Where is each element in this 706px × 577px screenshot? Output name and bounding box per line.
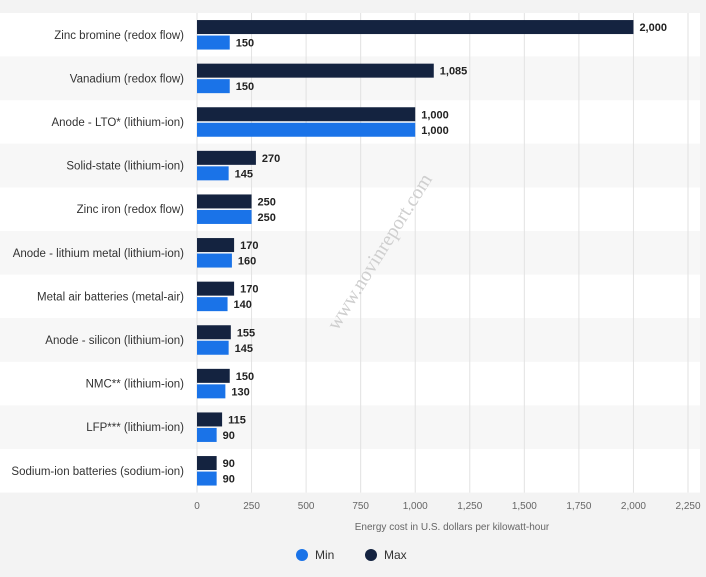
category-label-lfp-lithium-ion: LFP*** (lithium-ion) xyxy=(86,422,184,434)
bar-max-zinc-bromine-redox-flow xyxy=(197,20,634,35)
data-label-min-lfp-lithium-ion: 90 xyxy=(223,430,235,442)
x-axis-title: Energy cost in U.S. dollars per kilowatt… xyxy=(355,522,550,533)
row-band xyxy=(0,405,700,449)
x-tick-label: 1,250 xyxy=(457,501,482,512)
bar-min-vanadium-redox-flow xyxy=(197,79,230,94)
bar-max-solid-state-lithium-ion xyxy=(197,150,256,165)
legend-label-min: Min xyxy=(315,548,334,562)
bar-max-anode-silicon-lithium-ion xyxy=(197,325,231,340)
category-label-zinc-bromine-redox-flow: Zinc bromine (redox flow) xyxy=(54,30,184,42)
row-bands xyxy=(0,13,700,493)
data-label-min-zinc-bromine-redox-flow: 150 xyxy=(236,38,254,50)
bar-min-metal-air-batteries-metal-air xyxy=(197,297,228,312)
data-label-min-zinc-iron-redox-flow: 250 xyxy=(258,212,276,224)
category-label-metal-air-batteries-metal-air: Metal air batteries (metal-air) xyxy=(37,291,184,303)
row-band xyxy=(0,231,700,275)
category-label-zinc-iron-redox-flow: Zinc iron (redox flow) xyxy=(77,204,185,216)
row-band xyxy=(0,449,700,493)
x-tick-label: 250 xyxy=(243,501,260,512)
bar-min-nmc-lithium-ion xyxy=(197,384,226,399)
data-label-max-lfp-lithium-ion: 115 xyxy=(228,414,246,426)
category-label-anode-lto-lithium-ion: Anode - LTO* (lithium-ion) xyxy=(51,117,184,129)
category-label-solid-state-lithium-ion: Solid-state (lithium-ion) xyxy=(66,161,184,173)
x-tick-label: 2,250 xyxy=(675,501,700,512)
category-labels: Zinc bromine (redox flow) Vanadium (redox… xyxy=(11,30,184,478)
data-label-max-solid-state-lithium-ion: 270 xyxy=(262,153,280,165)
row-band xyxy=(0,143,700,188)
data-label-min-anode-lto-lithium-ion: 1,000 xyxy=(421,125,449,137)
x-tick-label: 0 xyxy=(194,501,200,512)
row-band xyxy=(0,361,700,406)
data-label-max-vanadium-redox-flow: 1,085 xyxy=(440,66,468,78)
bar-max-sodium-ion-batteries-sodium-ion xyxy=(197,456,217,471)
data-label-max-metal-air-batteries-metal-air: 170 xyxy=(240,284,258,296)
data-label-min-sodium-ion-batteries-sodium-ion: 90 xyxy=(223,474,235,486)
gridlines xyxy=(196,13,689,493)
bar-min-anode-silicon-lithium-ion xyxy=(197,340,229,355)
legend-marker-max xyxy=(365,549,377,561)
category-label-anode-silicon-lithium-ion: Anode - silicon (lithium-ion) xyxy=(45,335,184,347)
bar-max-metal-air-batteries-metal-air xyxy=(197,281,235,296)
data-label-max-sodium-ion-batteries-sodium-ion: 90 xyxy=(223,458,235,470)
bar-max-anode-lto-lithium-ion xyxy=(197,107,416,122)
bar-min-anode-lto-lithium-ion xyxy=(197,122,416,137)
legend-marker-min xyxy=(296,549,308,561)
x-tick-labels: 0 250 500 750 1,000 1,250 1,500 1,750 2,000 2,250 xyxy=(194,501,701,512)
x-tick-label: 2,000 xyxy=(621,501,646,512)
x-tick-label: 1,000 xyxy=(403,501,428,512)
data-label-min-anode-silicon-lithium-ion: 145 xyxy=(235,343,253,355)
bar-max-zinc-iron-redox-flow xyxy=(197,194,252,209)
bar-min-solid-state-lithium-ion xyxy=(197,166,229,181)
x-tick-label: 750 xyxy=(352,501,369,512)
data-label-min-nmc-lithium-ion: 130 xyxy=(231,386,249,398)
bar-min-zinc-bromine-redox-flow xyxy=(197,35,230,50)
legend-label-max: Max xyxy=(384,548,407,562)
category-label-sodium-ion-batteries-sodium-ion: Sodium-ion batteries (sodium-ion) xyxy=(11,466,184,478)
bar-min-anode-lithium-metal-lithium-ion xyxy=(197,253,232,268)
bar-min-sodium-ion-batteries-sodium-ion xyxy=(197,471,217,486)
data-label-min-vanadium-redox-flow: 150 xyxy=(236,81,254,93)
data-label-min-anode-lithium-metal-lithium-ion: 160 xyxy=(238,256,256,268)
data-label-min-metal-air-batteries-metal-air: 140 xyxy=(234,299,252,311)
row-band xyxy=(0,187,700,231)
bar-max-lfp-lithium-ion xyxy=(197,412,223,427)
bar-min-zinc-iron-redox-flow xyxy=(197,209,252,224)
category-label-anode-lithium-metal-lithium-ion: Anode - lithium metal (lithium-ion) xyxy=(13,248,184,260)
data-label-min-solid-state-lithium-ion: 145 xyxy=(235,168,253,180)
data-label-max-anode-lithium-metal-lithium-ion: 170 xyxy=(240,240,258,252)
bar-max-nmc-lithium-ion xyxy=(197,368,230,383)
row-band xyxy=(0,318,700,362)
x-tick-label: 1,500 xyxy=(512,501,537,512)
bar-max-vanadium-redox-flow xyxy=(197,63,434,78)
row-band xyxy=(0,274,700,319)
bars xyxy=(197,20,634,486)
data-label-max-zinc-bromine-redox-flow: 2,000 xyxy=(639,22,667,34)
legend: Min Max xyxy=(296,548,407,562)
x-tick-label: 1,750 xyxy=(566,501,591,512)
data-labels: 2,000 150 1,085 150 1,000 1,000 270 145 250 250 17… xyxy=(223,22,667,486)
x-tick-label: 500 xyxy=(298,501,315,512)
bar-min-lfp-lithium-ion xyxy=(197,427,217,442)
category-label-nmc-lithium-ion: NMC** (lithium-ion) xyxy=(86,379,185,391)
data-label-max-nmc-lithium-ion: 150 xyxy=(236,371,254,383)
data-label-max-anode-lto-lithium-ion: 1,000 xyxy=(421,109,449,121)
bar-max-anode-lithium-metal-lithium-ion xyxy=(197,238,235,253)
data-label-max-anode-silicon-lithium-ion: 155 xyxy=(237,327,255,339)
data-label-max-zinc-iron-redox-flow: 250 xyxy=(258,196,276,208)
category-label-vanadium-redox-flow: Vanadium (redox flow) xyxy=(70,73,184,85)
